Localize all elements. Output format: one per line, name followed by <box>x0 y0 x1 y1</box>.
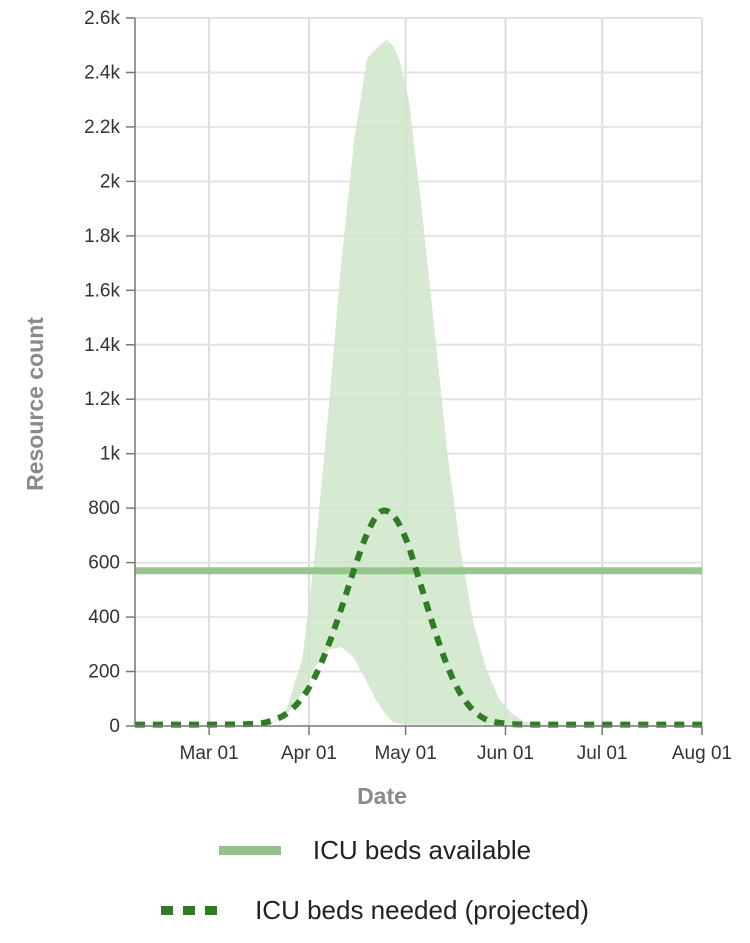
y-tick-label: 400 <box>88 607 120 628</box>
y-tick-label: 1.8k <box>84 226 120 247</box>
y-tick-label: 0 <box>109 716 120 737</box>
chart: 0 200 400 600 800 1k 1.2k 1.4k 1.6k 1.8k 2k 2.2k 2.4… <box>22 8 733 809</box>
y-axis-title: Resource count <box>22 317 48 491</box>
x-tick-labels: Mar 01 Apr 01 May 01 Jun 01 Jul 01 Aug 01 <box>180 743 733 764</box>
uncertainty-band-layer <box>270 39 551 725</box>
y-tick-label: 1.2k <box>84 389 120 410</box>
y-tick-label: 600 <box>88 553 120 574</box>
x-tick-label: Apr 01 <box>281 743 337 764</box>
y-tick-label: 1.4k <box>84 335 120 356</box>
x-tick-label: Jul 01 <box>577 743 628 764</box>
x-tick-label: May 01 <box>374 743 436 764</box>
x-tick-label: Aug 01 <box>672 743 732 764</box>
series-layer <box>134 507 702 728</box>
y-tick-label: 1k <box>100 444 121 465</box>
series-line-icu-beds-needed <box>134 507 702 728</box>
y-tick-label: 800 <box>88 498 120 519</box>
legend-swatch-available <box>218 845 281 855</box>
y-tick-label: 2.4k <box>84 62 120 83</box>
y-tick-label: 2k <box>100 171 121 192</box>
y-tick-label: 200 <box>88 662 120 683</box>
y-tick-label: 2.2k <box>84 117 120 138</box>
y-tick-label: 2.6k <box>84 8 120 29</box>
x-tick-label: Mar 01 <box>180 743 239 764</box>
legend-item-needed[interactable]: ICU beds needed (projected) <box>0 892 750 928</box>
legend-swatch-needed <box>161 905 224 915</box>
y-tick-label: 1.6k <box>84 280 120 301</box>
x-tick-label: Jun 01 <box>477 743 534 764</box>
x-axis-title: Date <box>357 783 407 809</box>
legend-label-needed: ICU beds needed (projected) <box>255 894 589 925</box>
uncertainty-band <box>270 39 551 725</box>
axes-layer <box>126 17 703 735</box>
y-tick-labels: 0 200 400 600 800 1k 1.2k 1.4k 1.6k 1.8k 2k 2.2k 2.4… <box>84 8 120 737</box>
legend-label-available: ICU beds available <box>312 834 532 865</box>
legend-item-available[interactable]: ICU beds available <box>0 832 750 868</box>
